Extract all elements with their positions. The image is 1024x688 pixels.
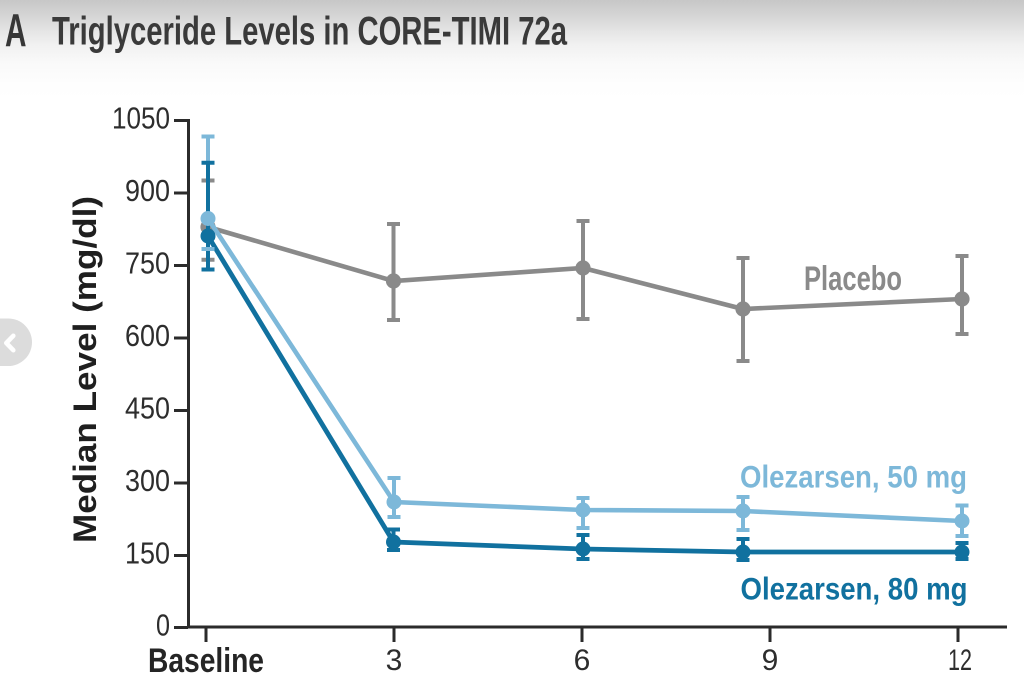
svg-text:Median Level (mg/dl): Median Level (mg/dl) (67, 196, 103, 543)
svg-text:3: 3 (386, 644, 403, 677)
svg-text:12: 12 (948, 644, 972, 677)
svg-text:1050: 1050 (112, 101, 170, 135)
svg-text:Olezarsen, 50 mg: Olezarsen, 50 mg (740, 459, 967, 495)
svg-text:450: 450 (125, 391, 170, 425)
svg-text:9: 9 (762, 644, 779, 677)
svg-text:150: 150 (125, 536, 170, 570)
svg-text:Triglyceride Levels in CORE-TI: Triglyceride Levels in CORE-TIMI 72a (52, 10, 568, 54)
svg-text:Olezarsen, 80 mg: Olezarsen, 80 mg (741, 571, 968, 607)
svg-text:Baseline: Baseline (148, 642, 264, 680)
svg-text:300: 300 (125, 464, 170, 498)
svg-text:0: 0 (156, 608, 170, 642)
svg-text:Placebo: Placebo (804, 260, 902, 298)
svg-text:600: 600 (125, 319, 170, 353)
svg-text:750: 750 (125, 246, 170, 280)
svg-text:A: A (5, 4, 27, 56)
svg-text:900: 900 (125, 174, 170, 208)
svg-text:6: 6 (574, 644, 591, 677)
